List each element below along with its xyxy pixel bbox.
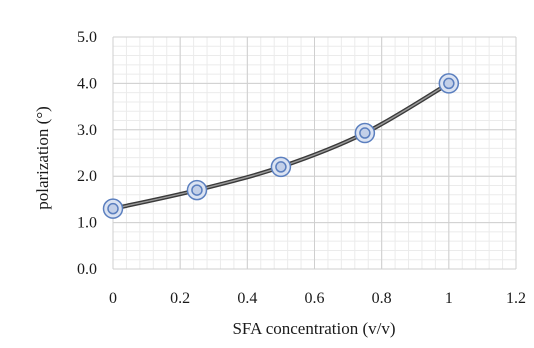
x-tick-label: 1.2 bbox=[506, 290, 526, 307]
data-point-marker bbox=[270, 156, 292, 178]
y-tick-label: 4.0 bbox=[77, 75, 97, 92]
x-tick-label: 0.4 bbox=[237, 290, 257, 307]
marker-inner-ring bbox=[191, 184, 203, 196]
marker-inner-ring bbox=[359, 127, 371, 139]
data-markers bbox=[102, 73, 460, 219]
marker-inner-ring bbox=[107, 202, 119, 215]
data-point-marker bbox=[186, 179, 208, 201]
data-point-marker bbox=[354, 122, 376, 144]
y-axis-title: polarization (°) bbox=[33, 106, 52, 210]
y-tick-label: 0.0 bbox=[77, 261, 97, 278]
marker-inner-ring bbox=[443, 77, 455, 90]
y-tick-label: 2.0 bbox=[77, 168, 97, 185]
y-tick-label: 1.0 bbox=[77, 215, 97, 232]
x-tick-label: 1 bbox=[445, 290, 453, 307]
y-axis-tick-labels: 0.0 1.0 2.0 3.0 4.0 5.0 bbox=[77, 29, 97, 278]
data-point-marker bbox=[102, 198, 124, 219]
x-tick-label: 0 bbox=[109, 290, 117, 307]
x-tick-label: 0.6 bbox=[305, 290, 325, 307]
x-axis-title: SFA concentration (v/v) bbox=[232, 319, 395, 338]
marker-inner-ring bbox=[275, 161, 287, 173]
data-point-marker bbox=[438, 73, 460, 94]
major-gridlines bbox=[112, 36, 517, 270]
x-axis-tick-labels: 0 0.2 0.4 0.6 0.8 1 1.2 bbox=[109, 290, 526, 307]
x-tick-label: 0.2 bbox=[170, 290, 190, 307]
y-tick-label: 3.0 bbox=[77, 122, 97, 139]
y-tick-label: 5.0 bbox=[77, 29, 97, 46]
x-tick-label: 0.8 bbox=[372, 290, 392, 307]
